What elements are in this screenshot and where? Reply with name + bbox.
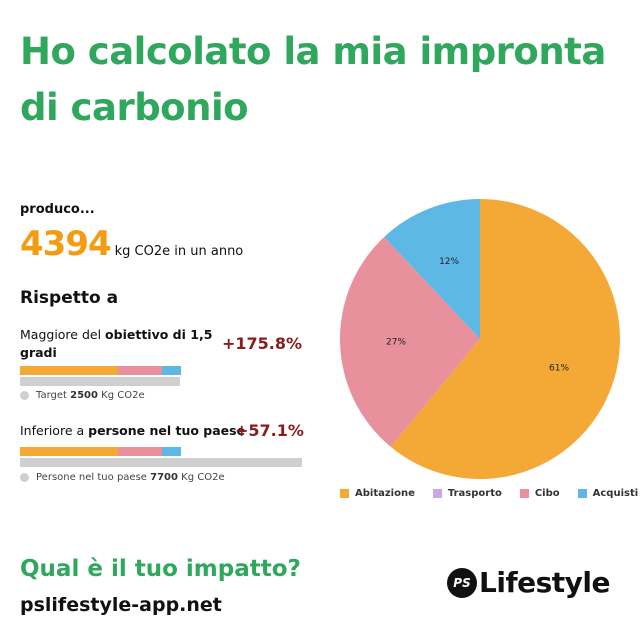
comparison-1-bold: obiettivo di 1,5 gradi [20,327,213,360]
compare-title: Rispetto a [20,288,119,308]
cta-text: Qual è il tuo impatto? [20,556,301,582]
legend-item-trasporto: Trasporto [432,488,502,499]
pslifestyle-logo: PS Lifestyle [447,566,611,599]
comparison-1-user-bar [20,366,181,375]
page-title: Ho calcolato la mia impronta di carbonio [20,30,606,129]
comparison-1-text: Maggiore del obiettivo di 1,5 gradi [20,326,215,362]
bar-segment-abitazione [20,447,119,456]
pie-slice-acquisti [384,199,480,339]
footprint-amount: 4394 [20,224,112,264]
pie-label-abitazione: 61% [549,363,569,373]
comparison-1-prefix: Maggiore del [20,327,106,342]
comparison-1-pct: +175.8% [222,334,303,353]
comparison-1-legend-label: Target [36,390,67,401]
comparison-2-user-bar [20,447,181,456]
legend-item-abitazione: Abitazione [340,488,415,499]
comparison-2-bold: persone nel tuo paese [88,423,246,438]
bar-segment-cibo [118,366,162,375]
logo-text: Lifestyle [479,566,611,599]
legend-swatch-cibo [519,489,529,498]
legend-swatch-acquisti [577,489,587,498]
footprint-pie-chart: 61% 27% 12% [340,199,620,479]
pie-label-cibo: 27% [386,338,406,348]
bar-segment-acquisti [161,366,181,375]
pie-label-acquisti: 12% [439,257,459,267]
legend-label-abitazione: Abitazione [355,488,415,499]
gray-dot-icon [20,391,29,400]
comparison-1-legend: Target 2500 Kg CO2e [20,390,145,401]
legend-item-cibo: Cibo [519,488,560,499]
bar-segment-cibo [118,447,162,456]
legend-item-acquisti: Acquisti [577,488,639,499]
logo-badge-icon: PS [447,567,477,598]
produce-label: produco... [20,202,95,217]
comparison-2-legend-label: Persone nel tuo paese [36,472,147,483]
legend-swatch-trasporto [432,489,442,498]
comparison-1-target-bar [20,377,181,386]
website-link[interactable]: pslifestyle-app.net [20,594,222,616]
pie-slice-cibo [340,236,480,447]
gray-dot-icon [20,473,29,482]
footprint-amount-row: 4394 kg CO2e in un anno [20,224,243,264]
legend-label-cibo: Cibo [534,488,560,499]
bar-segment-acquisti [161,447,181,456]
pie-slice-abitazione [390,199,620,479]
comparison-2-reference-bar [20,458,302,467]
comparison-1-legend-unit: Kg CO2e [101,390,145,401]
comparison-1-legend-value: 2500 [70,390,98,401]
bar-segment-abitazione [20,366,119,375]
comparison-2-legend: Persone nel tuo paese 7700 Kg CO2e [20,472,225,483]
legend-label-trasporto: Trasporto [447,488,502,499]
comparison-2-text: Inferiore a persone nel tuo paese [20,422,245,440]
comparison-2-prefix: Inferiore a [20,423,89,438]
comparison-2-pct: +57.1% [235,421,304,440]
comparison-2-legend-value: 7700 [150,472,178,483]
comparison-2-legend-unit: Kg CO2e [181,472,225,483]
legend-label-acquisti: Acquisti [592,488,639,499]
legend-swatch-abitazione [340,489,349,498]
footprint-unit: kg CO2e in un anno [114,244,244,259]
pie-legend: Abitazione Trasporto Cibo Acquisti [340,488,638,499]
